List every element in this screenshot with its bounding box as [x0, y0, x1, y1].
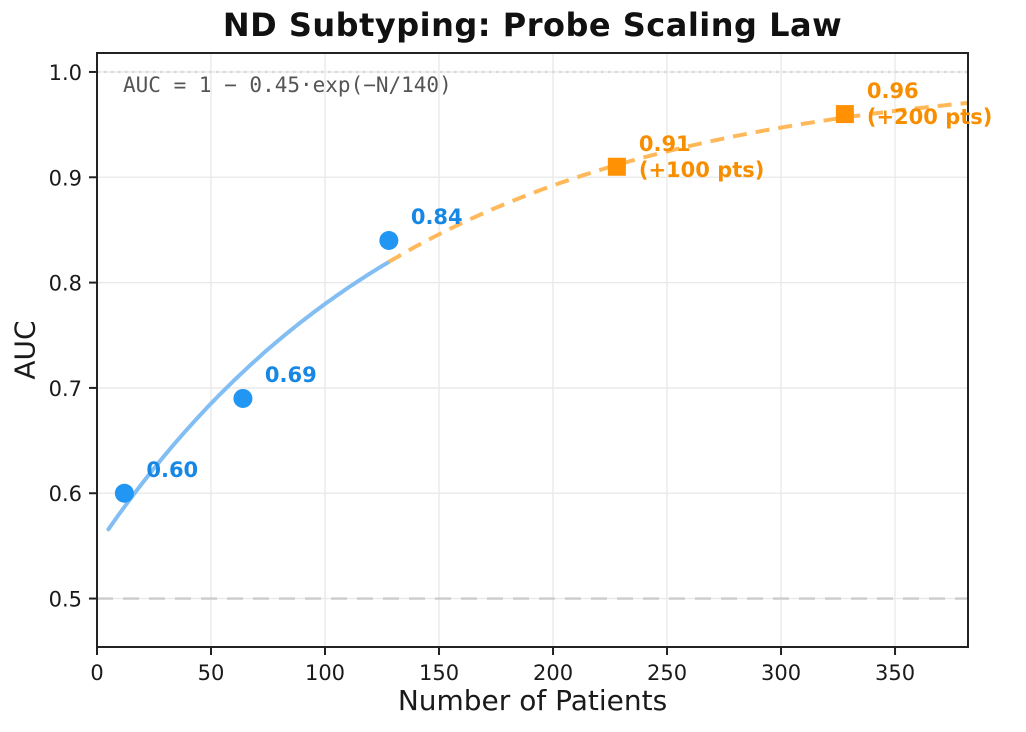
- x-tick-label: 100: [305, 661, 345, 685]
- y-tick-label: 0.6: [49, 482, 82, 506]
- point-label-extrapolated: 0.96 (+200 pts): [867, 78, 993, 130]
- y-axis-label: AUC: [8, 320, 42, 380]
- y-tick-label: 0.8: [49, 272, 82, 296]
- fit-curve-observed: [106, 259, 391, 532]
- point-label-extrapolated: 0.91 (+100 pts): [639, 131, 765, 183]
- x-tick-label: 150: [419, 661, 459, 685]
- data-point-extrapolated: [607, 157, 626, 176]
- x-tick-label: 300: [761, 661, 801, 685]
- axes-spines: [96, 52, 969, 648]
- x-tick-label: 0: [90, 661, 103, 685]
- x-tick-label: 350: [875, 661, 915, 685]
- data-point-observed: [379, 230, 399, 250]
- point-value: 0.69: [264, 363, 317, 388]
- point-label-observed: 0.60: [146, 457, 198, 483]
- y-tick-label: 0.7: [49, 377, 82, 401]
- x-tick-label: 200: [533, 661, 573, 685]
- point-label-observed: 0.84: [411, 204, 463, 230]
- data-point-observed: [233, 388, 253, 408]
- point-value: 0.91: [638, 131, 691, 156]
- point-label-observed: 0.69: [265, 362, 317, 388]
- point-sublabel: (+200 pts): [866, 105, 993, 130]
- y-tick-label: 0.5: [49, 588, 82, 612]
- point-sublabel: (+100 pts): [638, 157, 765, 182]
- x-tick-label: 250: [647, 661, 687, 685]
- point-value: 0.84: [410, 205, 463, 230]
- equation-annotation: AUC = 1 − 0.45·exp(−N/140): [123, 73, 452, 97]
- point-value: 0.96: [866, 79, 919, 104]
- y-tick-label: 1.0: [49, 61, 82, 85]
- data-point-extrapolated: [835, 105, 854, 124]
- data-point-observed: [114, 483, 134, 503]
- chart-title: ND Subtyping: Probe Scaling Law: [222, 6, 843, 44]
- x-tick-label: 50: [198, 661, 225, 685]
- y-tick-label: 0.9: [49, 166, 82, 190]
- x-axis-label: Number of Patients: [397, 684, 668, 717]
- point-value: 0.60: [146, 458, 199, 483]
- fit-curve-extrapolated: [387, 100, 969, 264]
